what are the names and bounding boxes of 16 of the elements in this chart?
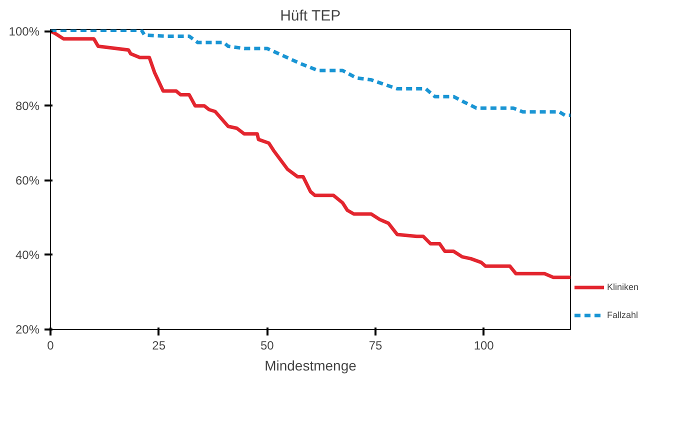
x-axis-title: Mindestmenge	[264, 358, 357, 374]
x-tick-label: 50	[260, 338, 274, 352]
y-tick-label: 40%	[15, 248, 40, 262]
legend-label: Kliniken	[607, 282, 639, 292]
chart-title: Hüft TEP	[280, 8, 341, 24]
x-tick-label: 25	[152, 338, 166, 352]
y-tick-label: 60%	[15, 173, 40, 188]
y-tick-label: 20%	[15, 322, 40, 336]
y-tick-label: 100%	[8, 24, 40, 38]
y-tick-label: 80%	[15, 98, 40, 113]
legend-label: Fallzahl	[607, 310, 638, 320]
x-tick-label: 0	[47, 338, 54, 352]
line-series	[50, 30, 570, 280]
x-tick-label: 100	[474, 338, 494, 352]
line-series	[50, 30, 570, 117]
x-tick-label: 75	[368, 338, 382, 352]
